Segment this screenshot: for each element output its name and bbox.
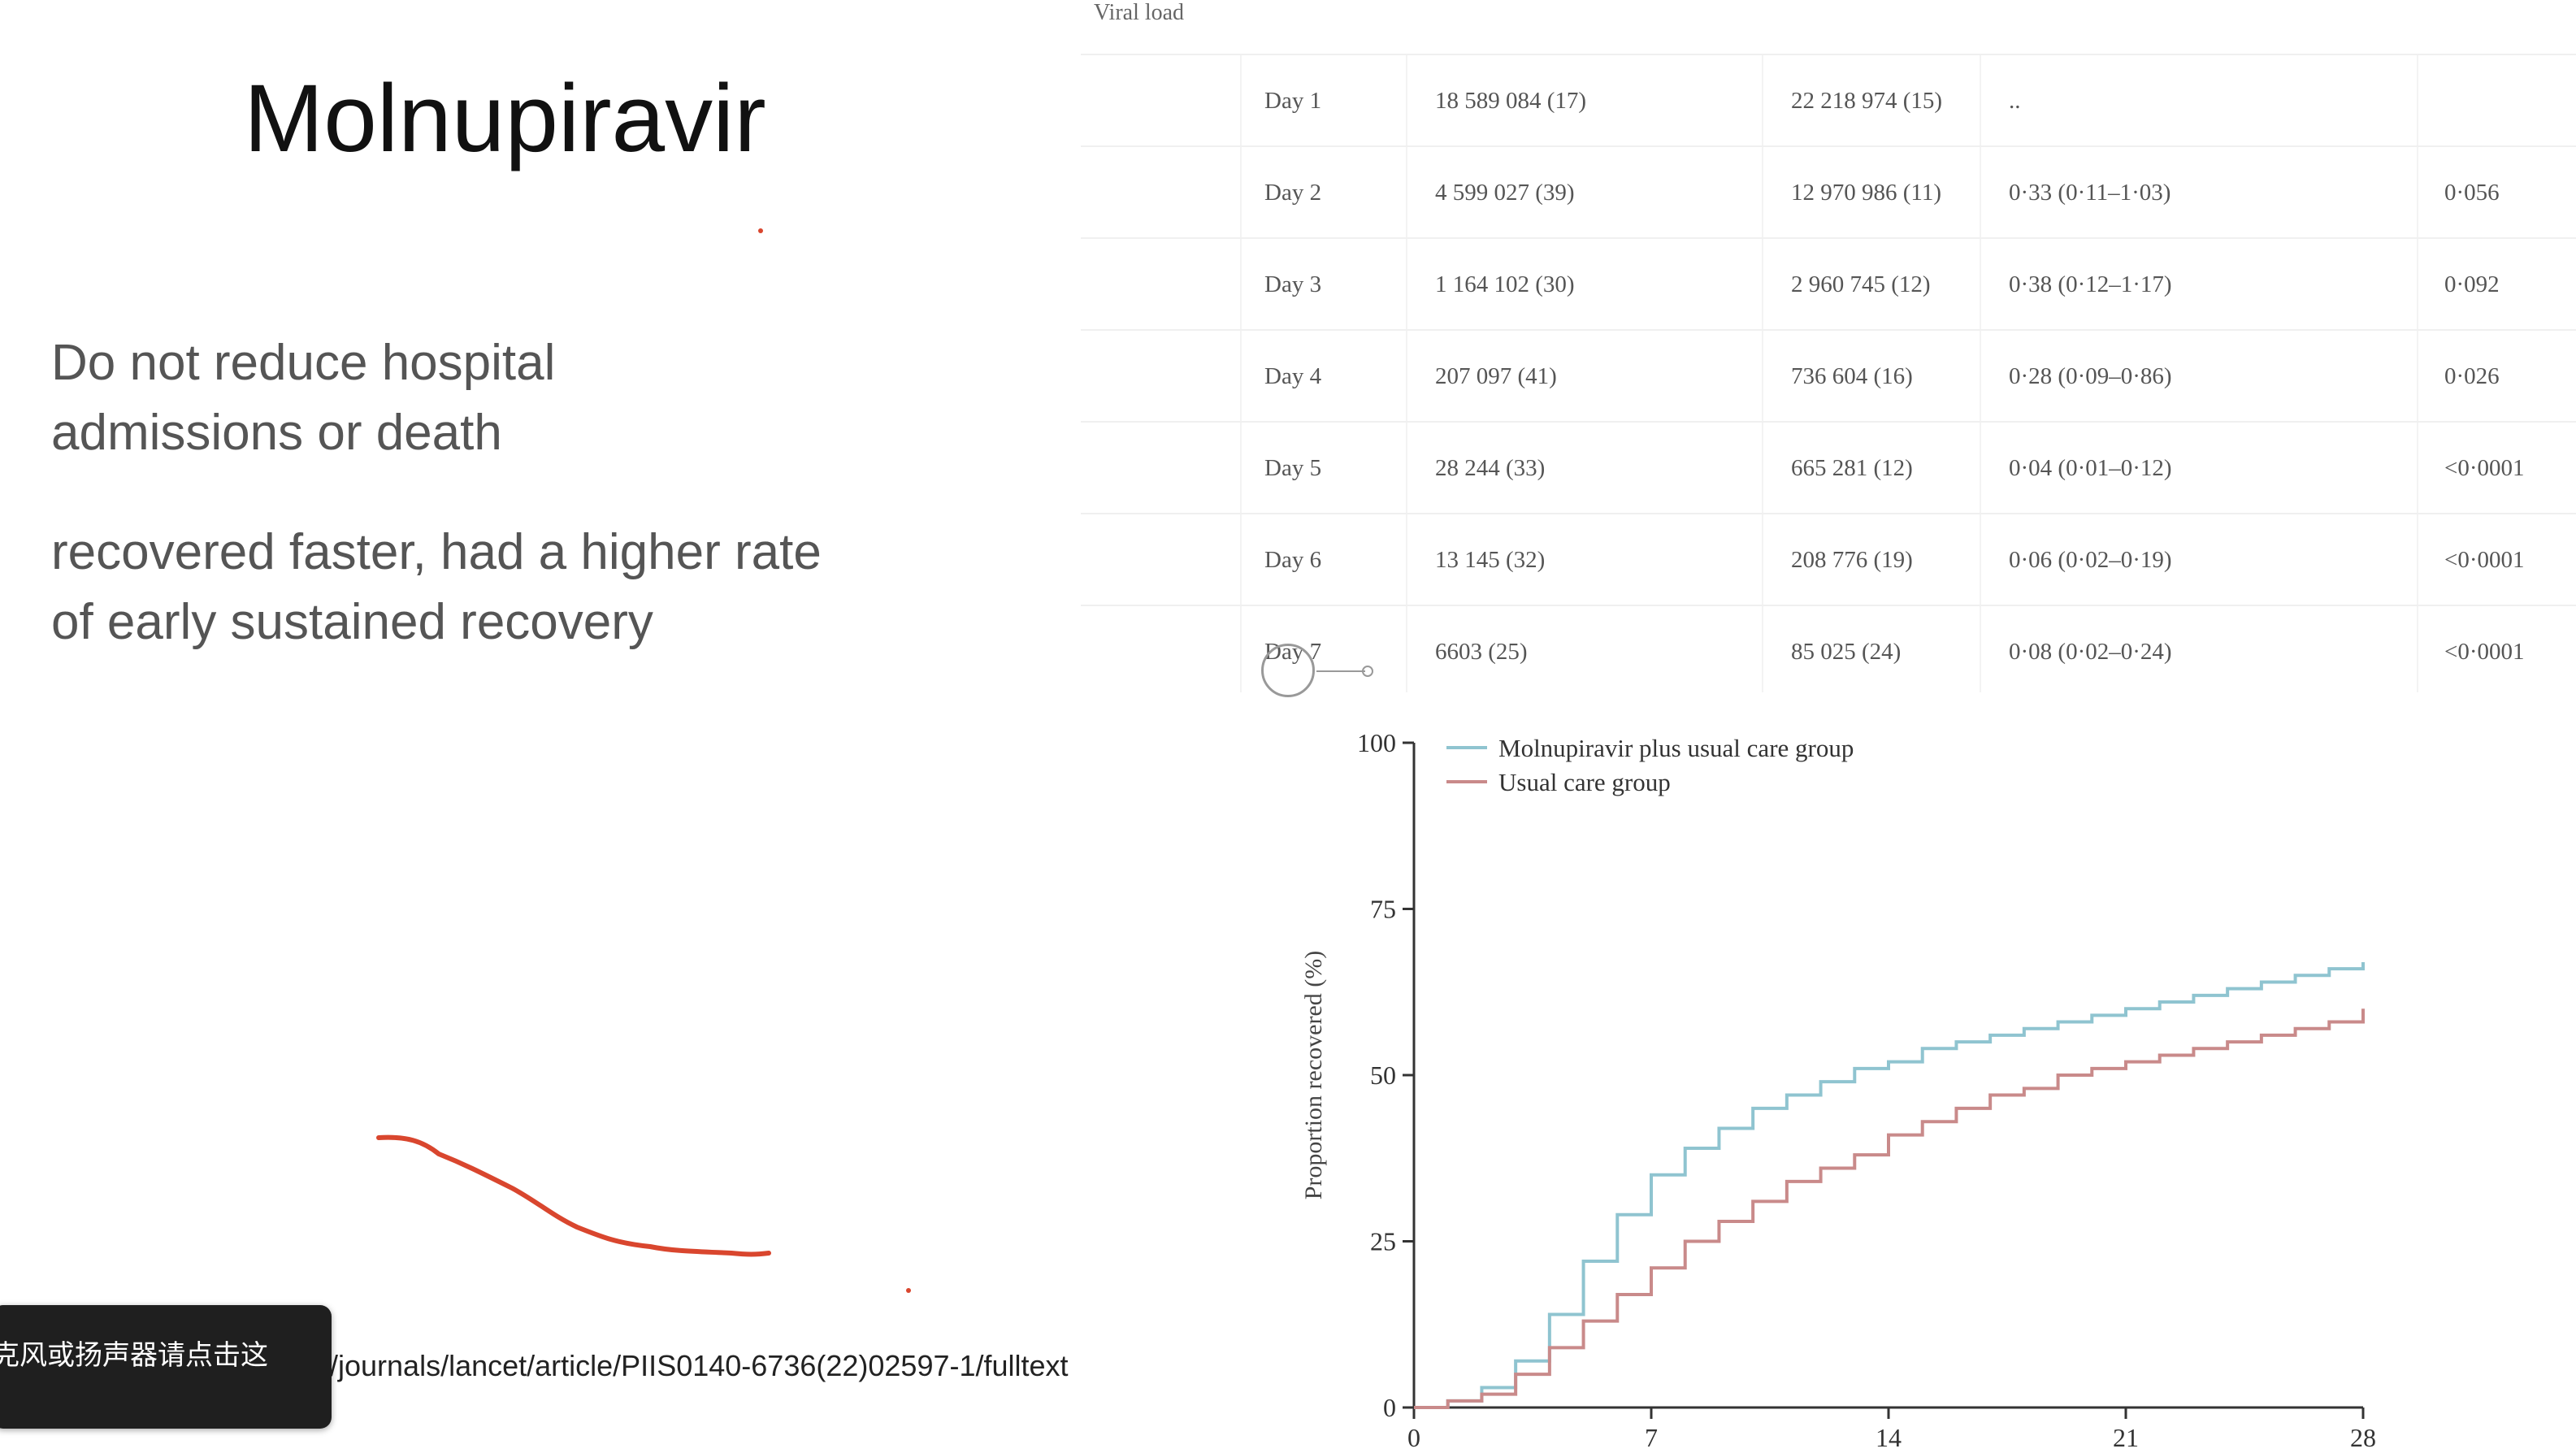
table-column-separator	[1980, 54, 1981, 692]
table-cell-a: 28 244 (33)	[1435, 455, 1546, 481]
table-cell-day: Day 3	[1264, 271, 1322, 297]
x-tick-label: 21	[2113, 1423, 2139, 1452]
table-row-divider	[1081, 421, 2576, 423]
table-row-divider	[1081, 145, 2576, 147]
table-cell-a: 6603 (25)	[1435, 639, 1528, 665]
series-line-0	[1414, 961, 2365, 1409]
table-cell-a: 18 589 084 (17)	[1435, 88, 1587, 114]
cursor-dot-icon	[1362, 666, 1373, 677]
x-tick-label: 14	[1876, 1423, 1902, 1452]
table-cell-a: 1 164 102 (30)	[1435, 271, 1575, 297]
table-column-separator	[2417, 54, 2418, 692]
table-cell-p: 0·026	[2444, 363, 2500, 389]
table-column-separator	[1240, 54, 1242, 692]
legend-label-1: Usual care group	[1498, 768, 1671, 796]
table-row-divider	[1081, 237, 2576, 239]
viral-load-label: Viral load	[1094, 0, 1185, 25]
cursor-ring-icon	[1261, 644, 1315, 697]
cursor-line	[1316, 670, 1365, 672]
x-tick-label: 7	[1645, 1423, 1658, 1452]
legend-label-0: Molnupiravir plus usual care group	[1498, 734, 1854, 762]
y-tick-label: 50	[1370, 1060, 1396, 1090]
pen-dot-2	[906, 1288, 911, 1293]
table-cell-p: <0·0001	[2444, 455, 2525, 481]
table-row-divider	[1081, 513, 2576, 514]
table-column-separator	[1762, 54, 1763, 692]
table-cell-c: 0·08 (0·02–0·24)	[2009, 639, 2172, 665]
table-cell-day: Day 5	[1264, 455, 1322, 481]
x-tick-label: 0	[1407, 1423, 1420, 1452]
table-cell-c: 0·06 (0·02–0·19)	[2009, 547, 2172, 573]
table-cell-day: Day 1	[1264, 88, 1322, 114]
table-cell-day: Day 6	[1264, 547, 1322, 573]
table-cell-b: 22 218 974 (15)	[1791, 88, 1943, 114]
table-cell-day: Day 4	[1264, 363, 1322, 389]
table-cell-c: 0·33 (0·11–1·03)	[2009, 180, 2171, 206]
y-tick-label: 100	[1357, 728, 1396, 757]
table-cell-b: 665 281 (12)	[1791, 455, 1913, 481]
bullet-hospital-admissions: Do not reduce hospital admissions or dea…	[51, 335, 556, 461]
y-tick-label: 0	[1383, 1393, 1396, 1422]
table-cell-b: 12 970 986 (11)	[1791, 180, 1941, 206]
table-row-divider	[1081, 605, 2576, 606]
table-cell-day: Day 2	[1264, 180, 1322, 206]
table-cell-p: <0·0001	[2444, 639, 2525, 665]
table-cell-a: 4 599 027 (39)	[1435, 180, 1575, 206]
table-row-divider	[1081, 329, 2576, 331]
table-cell-p: <0·0001	[2444, 547, 2525, 573]
article-url[interactable]: /journals/lancet/article/PIIS0140-6736(2…	[330, 1349, 1069, 1382]
y-tick-label: 75	[1370, 895, 1396, 924]
toast-text: 克风或扬声器请点击这	[0, 1339, 268, 1372]
pen-stroke	[376, 1134, 771, 1257]
pen-annotation	[376, 228, 911, 1293]
toast-popup[interactable]: 克风或扬声器请点击这	[0, 1305, 332, 1429]
pen-dot	[758, 228, 763, 233]
table-cell-c: 0·38 (0·12–1·17)	[2009, 271, 2172, 297]
table-cell-b: 85 025 (24)	[1791, 639, 1902, 665]
table-cell-p: 0·092	[2444, 271, 2500, 297]
y-axis-label: Proportion recovered (%)	[1300, 951, 1327, 1200]
table-cell-c: 0·04 (0·01–0·12)	[2009, 455, 2172, 481]
table-column-separator	[1406, 54, 1407, 692]
table-cell-c: ..	[2009, 88, 2021, 114]
table-cell-a: 13 145 (32)	[1435, 547, 1546, 573]
table-row-divider	[1081, 54, 2576, 55]
y-tick-label: 25	[1370, 1227, 1396, 1256]
table-cell-p: 0·056	[2444, 180, 2500, 206]
table-cell-c: 0·28 (0·09–0·86)	[2009, 363, 2172, 389]
table-cell-b: 2 960 745 (12)	[1791, 271, 1931, 297]
table-cell-b: 208 776 (19)	[1791, 547, 1913, 573]
x-tick-label: 28	[2350, 1423, 2376, 1452]
bullet-recovered-faster: recovered faster, had a higher rate of e…	[51, 524, 822, 650]
recovery-chart: 0 25 50 75 100 0 7 14 21 28 Proportion recovered (…	[1300, 728, 2376, 1452]
table-cell-a: 207 097 (41)	[1435, 363, 1557, 389]
series-line-1	[1414, 1008, 2365, 1409]
table-cell-b: 736 604 (16)	[1791, 363, 1913, 389]
slide-title: Molnupiravir	[244, 65, 766, 172]
